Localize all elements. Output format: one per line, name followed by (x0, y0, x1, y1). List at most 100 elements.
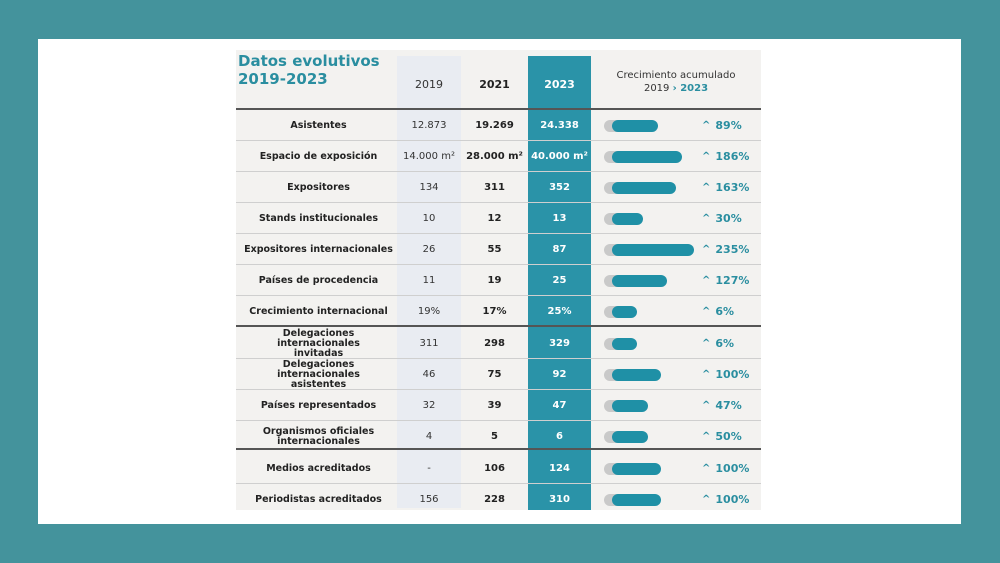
row-label: Países representados (240, 390, 397, 421)
table-row: Organismos oficiales internacionales 4 5 6 ^ 5… (236, 421, 761, 452)
value-2019: 4 (425, 431, 433, 442)
growth-percent: ^ 186% (702, 141, 758, 172)
row-label-line: invitadas (293, 347, 344, 359)
row-label: Organismos oficiales internacionales (240, 421, 397, 452)
value-2021: 5 (491, 431, 498, 442)
value-2023: 329 (549, 338, 570, 349)
row-divider (236, 389, 761, 390)
caret-up-icon: ^ (702, 431, 711, 442)
growth-bar-fill (612, 275, 667, 287)
growth-bar-fill (612, 338, 637, 350)
value-2021: 311 (484, 182, 505, 193)
row-divider (236, 202, 761, 203)
value-2023: 47 (552, 400, 567, 411)
row-divider (236, 140, 761, 141)
growth-percent-value: 6% (715, 305, 735, 318)
header-growth: Crecimiento acumulado 2019 › 2023 (596, 69, 756, 95)
row-label: Medios acreditados (240, 453, 397, 484)
value-2019: 32 (422, 400, 436, 411)
table-row: Expositores internacionales 26 55 87 ^ 235% (236, 234, 761, 265)
value-2021: 17% (482, 306, 507, 317)
infographic-table (236, 50, 761, 510)
caret-up-icon: ^ (702, 244, 711, 255)
growth-bar-fill (612, 306, 637, 318)
row-label-line: Países representados (260, 399, 377, 411)
caret-up-icon: ^ (702, 306, 711, 317)
value-2023: 24.338 (540, 120, 579, 131)
table-row: Medios acreditados - 106 124 ^ 100% (236, 453, 761, 484)
growth-percent-value: 163% (715, 181, 750, 194)
value-2021: 19.269 (475, 120, 514, 131)
growth-bar-fill (612, 400, 648, 412)
section-divider (236, 108, 761, 110)
table-row: Asistentes 12.873 19.269 24.338 ^ 89% (236, 110, 761, 141)
value-2023: 13 (552, 213, 567, 224)
caret-up-icon: ^ (702, 275, 711, 286)
growth-bar-fill (612, 463, 661, 475)
caret-up-icon: ^ (702, 120, 711, 131)
value-2023: 6 (556, 431, 563, 442)
value-2019: 19% (417, 306, 441, 317)
value-2019: 11 (422, 275, 436, 286)
table-row: Delegaciones internacionales asistentes 46… (236, 359, 761, 390)
value-2021: 298 (484, 338, 505, 349)
header-2021: 2021 (479, 78, 510, 91)
growth-percent-value: 100% (715, 368, 750, 381)
caret-up-icon: ^ (702, 463, 711, 474)
row-label-line: Medios acreditados (266, 462, 371, 474)
row-label: Expositores internacionales (240, 234, 397, 265)
value-2021: 12 (487, 213, 502, 224)
growth-bar-fill (612, 213, 643, 225)
value-2019: 134 (419, 182, 439, 193)
growth-percent: ^ 6% (702, 296, 758, 327)
table-row: Países representados 32 39 47 ^ 47% (236, 390, 761, 421)
growth-percent: ^ 100% (702, 453, 758, 484)
caret-up-icon: ^ (702, 400, 711, 411)
growth-percent: ^ 163% (702, 172, 758, 203)
growth-bar-fill (612, 369, 661, 381)
value-2019: 26 (422, 244, 436, 255)
caret-up-icon: ^ (702, 151, 711, 162)
value-2021: 228 (484, 494, 505, 505)
row-divider (236, 171, 761, 172)
row-label: Crecimiento internacional (240, 296, 397, 327)
value-2023: 92 (552, 369, 567, 380)
column-2019-background (397, 56, 461, 508)
table-row: Periodistas acreditados 156 228 310 ^ 100% (236, 484, 761, 515)
growth-percent-value: 127% (715, 274, 750, 287)
value-2019: 156 (419, 494, 439, 505)
header-growth-arrow-icon: › (672, 83, 677, 94)
row-label-line: Crecimiento internacional (249, 305, 388, 317)
value-2023: 40.000 m² (531, 151, 588, 162)
growth-percent-value: 6% (715, 337, 735, 350)
value-2021: 28.000 m² (466, 151, 523, 162)
section-divider (236, 448, 761, 450)
row-label-line: internacionales (277, 435, 360, 447)
growth-bar-fill (612, 151, 682, 163)
row-label: Stands institucionales (240, 203, 397, 234)
caret-up-icon: ^ (702, 213, 711, 224)
row-label: Delegaciones internacionales invitadas (240, 328, 397, 359)
growth-percent-value: 100% (715, 462, 750, 475)
row-divider (236, 483, 761, 484)
growth-bar-fill (612, 182, 676, 194)
value-2021: 106 (484, 463, 505, 474)
table-row: Espacio de exposición 14.000 m² 28.000 m² 4… (236, 141, 761, 172)
growth-percent: ^ 100% (702, 359, 758, 390)
caret-up-icon: ^ (702, 338, 711, 349)
row-divider (236, 233, 761, 234)
infographic-title: Datos evolutivos 2019-2023 (238, 52, 380, 88)
row-divider (236, 420, 761, 421)
row-label-line: Delegaciones internacionales (277, 358, 360, 380)
title-line-1: Datos evolutivos (238, 52, 380, 70)
value-2019: 10 (422, 213, 436, 224)
row-label-line: Organismos oficiales (262, 425, 375, 437)
growth-percent: ^ 89% (702, 110, 758, 141)
growth-percent-value: 235% (715, 243, 750, 256)
value-2023: 25 (552, 275, 567, 286)
row-label-line: Delegaciones internacionales (277, 327, 360, 349)
row-label: Países de procedencia (240, 265, 397, 296)
row-label-line: Países de procedencia (258, 274, 379, 286)
value-2019: - (427, 463, 431, 474)
growth-percent-value: 100% (715, 493, 750, 506)
